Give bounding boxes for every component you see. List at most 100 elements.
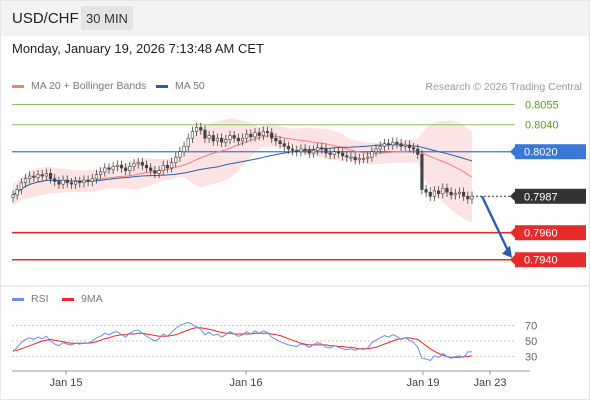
candle-body (295, 150, 299, 153)
candle-body (65, 179, 69, 184)
candle-body (19, 182, 23, 190)
candle-body (249, 133, 253, 138)
level-label-0-7987: 0.7987 (524, 191, 558, 203)
x-tick-label-jan-15: Jan 15 (49, 377, 82, 389)
candle-body (36, 174, 40, 178)
x-tick-label-jan-16: Jan 16 (229, 377, 262, 389)
candle-body (73, 181, 78, 185)
candle-body (357, 158, 361, 161)
candle-body (278, 140, 282, 144)
candle-body (353, 156, 357, 161)
legend-ma50-label: MA 50 (175, 80, 205, 92)
candle-body (349, 156, 353, 159)
candle-body (69, 182, 74, 185)
rsi-swatch (12, 297, 24, 301)
symbol-title: USD/CHF (12, 10, 79, 27)
candle-body (399, 143, 403, 147)
candle-body (386, 143, 391, 146)
candle-body (420, 154, 424, 190)
candle-body (186, 137, 190, 147)
level-label-0-8055: 0.8055 (525, 99, 559, 111)
candle-body (124, 167, 128, 171)
candle-body (257, 132, 261, 136)
legend-rsi: RSI (12, 293, 49, 305)
candle-body (361, 158, 366, 160)
candle-body (391, 141, 395, 146)
level-tag-0-7987 (515, 188, 586, 204)
candle-body (207, 135, 211, 139)
forecast-arrow-head (502, 245, 512, 258)
candle-body (182, 146, 186, 153)
candle-body (153, 170, 157, 174)
candle-body (174, 156, 178, 163)
candle-body (40, 174, 44, 177)
level-label-0-8040: 0.8040 (525, 120, 559, 132)
candle-body (274, 137, 278, 142)
candle-body (140, 162, 144, 166)
candle-body (341, 152, 345, 157)
candle-body (328, 152, 332, 155)
candle-body (23, 178, 28, 184)
candle-body (416, 148, 420, 155)
candle-body (157, 170, 161, 174)
candle-body (57, 181, 61, 185)
candle-body (190, 131, 195, 139)
candle-body (240, 137, 245, 142)
level-tag-pointer (510, 191, 515, 202)
chart-datetime: Monday, January 19, 2026 7:13:48 AM CET (12, 41, 264, 56)
level-tag-pointer (510, 227, 515, 238)
candle-body (11, 194, 15, 198)
candle-body (211, 135, 215, 142)
candle-body (228, 135, 232, 140)
candle-body (82, 179, 86, 184)
candle-body (286, 146, 291, 150)
candle-body (290, 148, 295, 151)
level-tag-pointer (510, 254, 515, 265)
candle-body (48, 173, 53, 180)
candle-body (224, 139, 228, 143)
legend-9ma-label: 9MA (81, 293, 103, 305)
ma20-swatch (12, 84, 24, 88)
legend-ma50: MA 50 (156, 80, 205, 92)
timeframe-button[interactable]: 30 MIN (81, 6, 133, 30)
candle-body (149, 167, 153, 171)
candle-body (345, 155, 349, 158)
candle-body (215, 137, 220, 142)
candle-body (411, 147, 416, 150)
candle-body (303, 148, 307, 151)
legend-9ma: 9MA (62, 293, 103, 305)
candles (11, 122, 474, 204)
ma9-swatch (62, 297, 74, 301)
candle-body (86, 179, 90, 182)
candle-body (432, 190, 437, 197)
candle-body (15, 189, 19, 196)
candle-body (44, 173, 48, 177)
candle-body (136, 162, 140, 165)
legend-ma20: MA 20 + Bollinger Bands (12, 80, 146, 92)
candle-body (245, 133, 249, 139)
candle-body (203, 129, 207, 139)
candle-body (445, 187, 449, 193)
level-tag-0-8020 (515, 144, 586, 160)
candle-body (307, 150, 311, 154)
candle-body (395, 141, 399, 144)
legend-ma20-label: MA 20 + Bollinger Bands (31, 80, 147, 92)
candle-body (103, 167, 107, 173)
candle-body (424, 189, 428, 193)
candle-body (53, 178, 57, 182)
candle-body (253, 132, 257, 138)
ma50-swatch (156, 84, 168, 88)
bollinger-band-area (13, 118, 472, 223)
rsi-tick-label-50: 50 (525, 336, 537, 348)
candle-body (336, 151, 341, 154)
candle-body (407, 144, 412, 148)
candle-body (428, 191, 432, 197)
level-tag-0-7960 (515, 225, 586, 241)
candle-body (366, 156, 370, 159)
candle-body (178, 151, 182, 158)
candle-body (311, 150, 316, 154)
top-bar: USD/CHF 30 MIN (0, 0, 590, 36)
candle-body (78, 181, 82, 184)
